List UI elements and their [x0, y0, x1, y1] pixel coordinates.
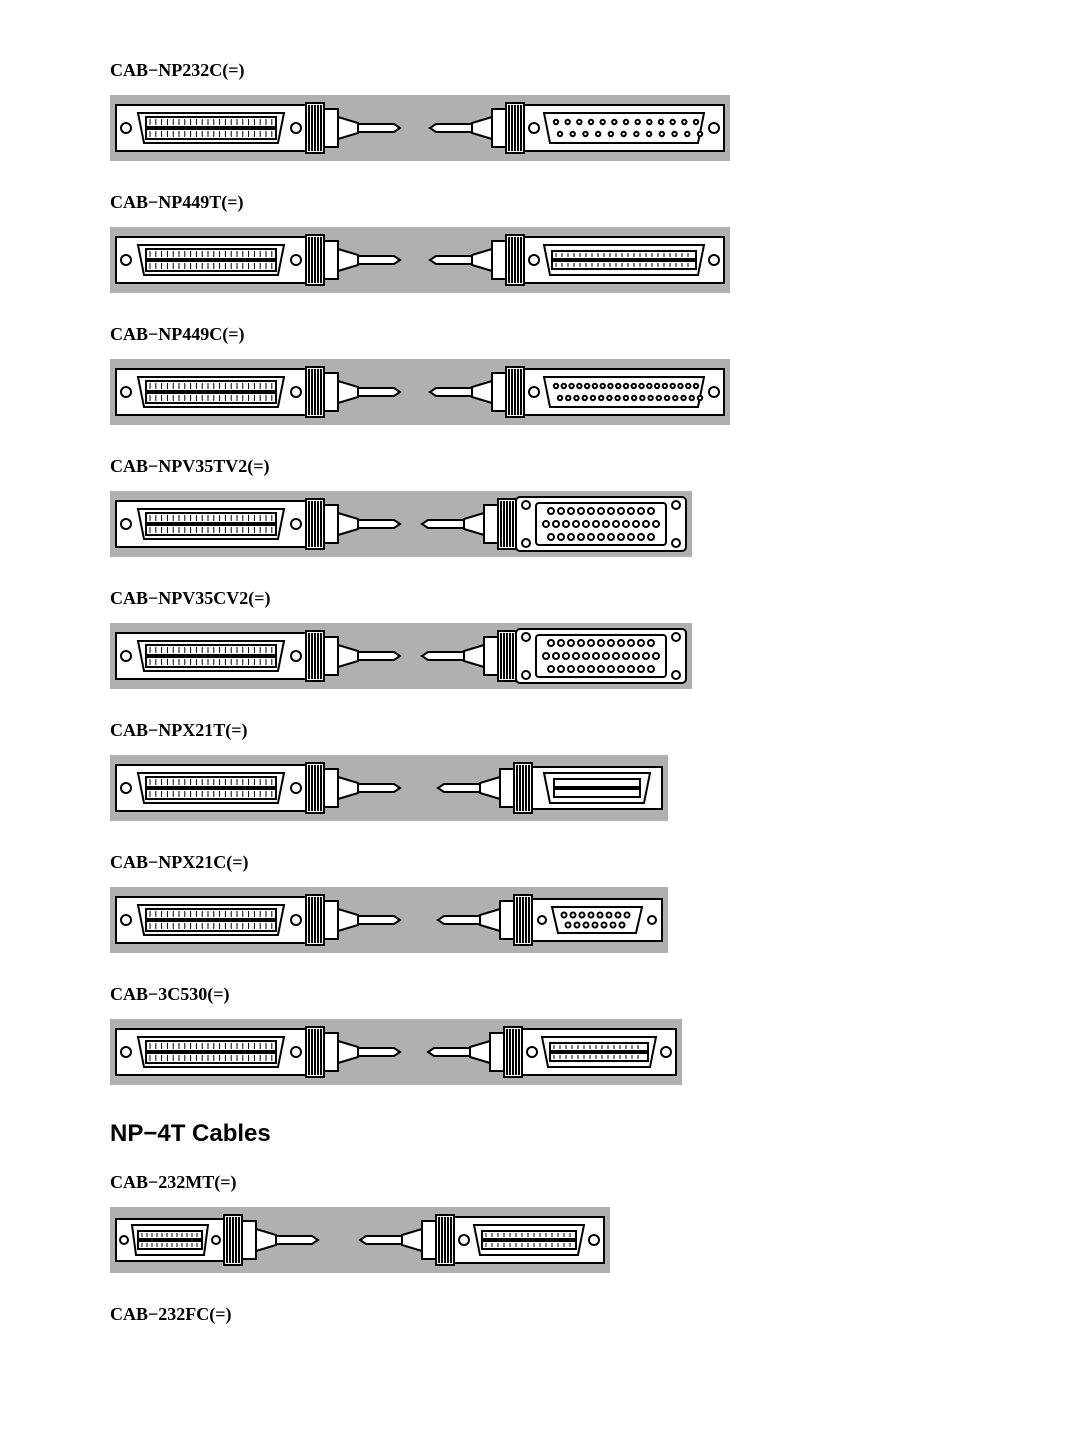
cable-label: CAB−NP232C(=) — [110, 60, 970, 81]
cable-block: CAB−232MT(=) — [110, 1172, 970, 1278]
cable-diagram — [110, 359, 730, 425]
cable-block: CAB−NP232C(=) — [110, 60, 970, 166]
cable-block: CAB−NP449T(=) — [110, 192, 970, 298]
cable-block: CAB−NPV35TV2(=) — [110, 456, 970, 562]
section-title: NP−4T Cables — [110, 1120, 970, 1148]
cable-label: CAB−232FC(=) — [110, 1304, 970, 1325]
cable-label: CAB−NPV35CV2(=) — [110, 588, 970, 609]
cable-diagram — [110, 491, 692, 557]
cable-diagram — [110, 623, 692, 689]
cable-diagram — [110, 1019, 682, 1085]
cable-label: CAB−NP449C(=) — [110, 324, 970, 345]
cable-block: CAB−NP449C(=) — [110, 324, 970, 430]
cable-block: CAB−3C530(=) — [110, 984, 970, 1090]
cable-label: CAB−NP449T(=) — [110, 192, 970, 213]
cable-block: CAB−NPX21T(=) — [110, 720, 970, 826]
cable-label: CAB−NPX21C(=) — [110, 852, 970, 873]
cable-block: CAB−NPX21C(=) — [110, 852, 970, 958]
cable-diagram — [110, 95, 730, 161]
cable-label: CAB−NPX21T(=) — [110, 720, 970, 741]
cable-label: CAB−3C530(=) — [110, 984, 970, 1005]
cable-diagram — [110, 1207, 610, 1273]
cable-diagram — [110, 755, 668, 821]
cable-block: CAB−232FC(=) — [110, 1304, 970, 1325]
cable-diagram — [110, 227, 730, 293]
cable-label: CAB−NPV35TV2(=) — [110, 456, 970, 477]
cable-block: CAB−NPV35CV2(=) — [110, 588, 970, 694]
cable-diagram — [110, 887, 668, 953]
cable-label: CAB−232MT(=) — [110, 1172, 970, 1193]
